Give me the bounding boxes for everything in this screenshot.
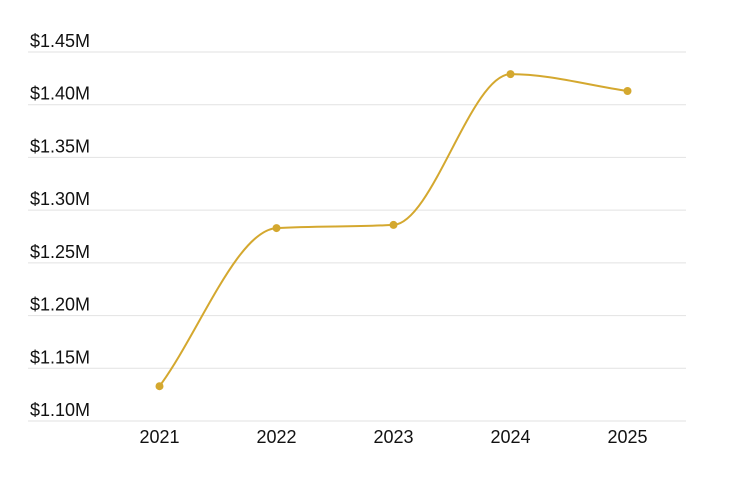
y-tick-label: $1.25M	[30, 242, 90, 262]
x-tick-label: 2023	[373, 427, 413, 447]
x-tick-label: 2022	[256, 427, 296, 447]
y-tick-label: $1.45M	[30, 31, 90, 51]
point	[155, 382, 164, 391]
point	[506, 70, 515, 79]
y-tick-label: $1.40M	[30, 84, 90, 104]
line	[158, 73, 628, 387]
y-tick-label: $1.15M	[30, 347, 90, 367]
x-tick-label: 2021	[139, 427, 179, 447]
y-tick-label: $1.30M	[30, 189, 90, 209]
point	[389, 220, 398, 229]
point	[272, 224, 281, 233]
y-tick-label: $1.35M	[30, 136, 90, 156]
point	[623, 87, 632, 96]
y-tick-label: $1.10M	[30, 400, 90, 420]
x-tick-label: 2024	[490, 427, 530, 447]
x-tick-label: 2025	[607, 427, 647, 447]
y-tick-label: $1.20M	[30, 295, 90, 315]
